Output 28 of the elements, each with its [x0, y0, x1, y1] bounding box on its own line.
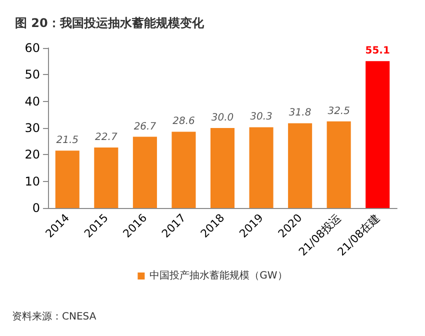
data-label: 26.7	[134, 121, 157, 132]
legend-label: 中国投产抽水蓄能规模（GW）	[150, 270, 288, 282]
bar	[94, 147, 118, 208]
y-tick-label: 20	[24, 148, 40, 162]
y-tick-label: 10	[24, 174, 40, 188]
y-tick-label: 0	[32, 201, 40, 215]
bar	[249, 127, 274, 208]
y-tick-label: 60	[24, 41, 40, 55]
data-label: 22.7	[95, 132, 118, 143]
bar	[172, 132, 196, 208]
y-tick-label: 40	[24, 94, 40, 108]
bar	[366, 61, 390, 208]
bar	[132, 136, 157, 208]
data-label: 30.3	[250, 112, 272, 123]
bar	[288, 123, 312, 208]
data-label: 31.8	[288, 108, 312, 119]
bar	[326, 121, 351, 208]
bar	[210, 128, 235, 208]
bar	[55, 150, 80, 208]
y-tick-label: 50	[24, 68, 40, 82]
chart-title: 图 20：我国投运抽水蓄能规模变化	[15, 16, 205, 30]
text: 资料来源：CNESA	[12, 310, 96, 322]
data-label: 21.5	[56, 135, 79, 146]
y-tick-label: 30	[24, 121, 40, 135]
data-label: 28.6	[172, 116, 195, 128]
data-label: 30.0	[211, 112, 234, 124]
data-label: 32.5	[328, 106, 350, 117]
data-label: 55.1	[365, 46, 390, 57]
